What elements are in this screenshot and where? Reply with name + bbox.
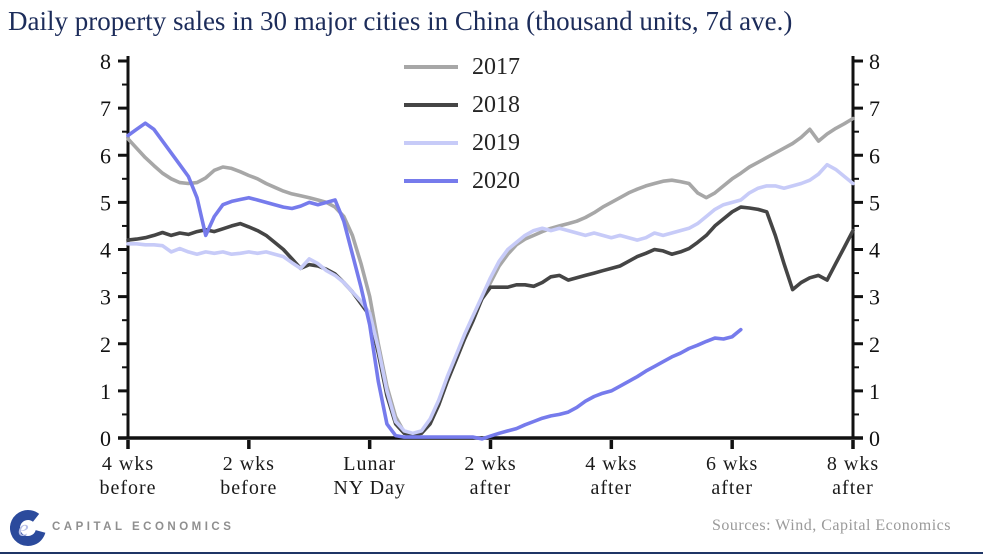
x-axis-label: Lunar NY Day <box>333 453 405 499</box>
legend-label-2017: 2017 <box>472 54 520 80</box>
y-axis-label-right: 8 <box>869 49 880 74</box>
y-axis-label-right: 6 <box>869 143 880 168</box>
y-axis-label-right: 1 <box>869 379 880 404</box>
legend-item-2019: 2019 <box>404 124 520 162</box>
chart-legend: 2017 2018 2019 2020 <box>404 48 520 200</box>
footer: e CAPITAL ECONOMICS Sources: Wind, Capit… <box>0 507 983 559</box>
legend-item-2020: 2020 <box>404 162 520 200</box>
y-axis-label-left: 1 <box>100 379 111 404</box>
y-axis-label-right: 4 <box>869 238 880 263</box>
y-axis-label-left: 6 <box>100 143 111 168</box>
y-axis-label-right: 7 <box>869 96 880 121</box>
legend-swatch-2017 <box>404 65 458 69</box>
y-axis-label-left: 0 <box>100 426 111 451</box>
y-axis-label-right: 0 <box>869 426 880 451</box>
sources-note: Sources: Wind, Capital Economics <box>711 517 951 534</box>
svg-text:e: e <box>18 516 29 542</box>
y-axis-label-left: 2 <box>100 332 111 357</box>
legend-item-2018: 2018 <box>404 86 520 124</box>
series-line-2017 <box>126 116 855 437</box>
chart-title: Daily property sales in 30 major cities … <box>8 6 793 36</box>
y-axis-label-left: 7 <box>100 96 111 121</box>
y-axis-label-left: 3 <box>100 285 111 310</box>
legend-label-2018: 2018 <box>472 92 520 118</box>
x-axis-label: 4 wks before <box>99 453 156 499</box>
chart-svg: 0 0 1 1 2 2 3 3 4 4 5 5 6 6 7 7 8 8 4 wks before 2 wks before… <box>99 49 880 499</box>
y-axis-label-right: 5 <box>869 190 880 215</box>
y-axis-label-left: 4 <box>100 238 111 263</box>
y-axis-label-left: 5 <box>100 190 111 215</box>
capital-economics-logo-icon: e <box>10 510 46 546</box>
series-line-2018 <box>126 205 855 438</box>
legend-swatch-2018 <box>404 103 458 107</box>
series-line-2020 <box>126 121 743 441</box>
legend-item-2017: 2017 <box>404 48 520 86</box>
legend-label-2019: 2019 <box>472 130 520 156</box>
y-axis-label-right: 2 <box>869 332 880 357</box>
x-axis-label: 2 wks after <box>464 453 516 499</box>
y-axis-label-left: 8 <box>100 49 111 74</box>
legend-label-2020: 2020 <box>472 168 520 194</box>
legend-swatch-2019 <box>404 141 458 145</box>
x-axis-label: 8 wks after <box>827 453 879 499</box>
logo-wordmark: CAPITAL ECONOMICS <box>52 521 235 533</box>
bottom-rule <box>0 552 983 554</box>
legend-swatch-2020 <box>404 179 458 183</box>
x-axis-label: 6 wks after <box>706 453 758 499</box>
series-line-2019 <box>126 162 855 436</box>
x-axis-label: 4 wks after <box>585 453 637 499</box>
y-axis-label-right: 3 <box>869 285 880 310</box>
x-axis-label: 2 wks before <box>220 453 277 499</box>
